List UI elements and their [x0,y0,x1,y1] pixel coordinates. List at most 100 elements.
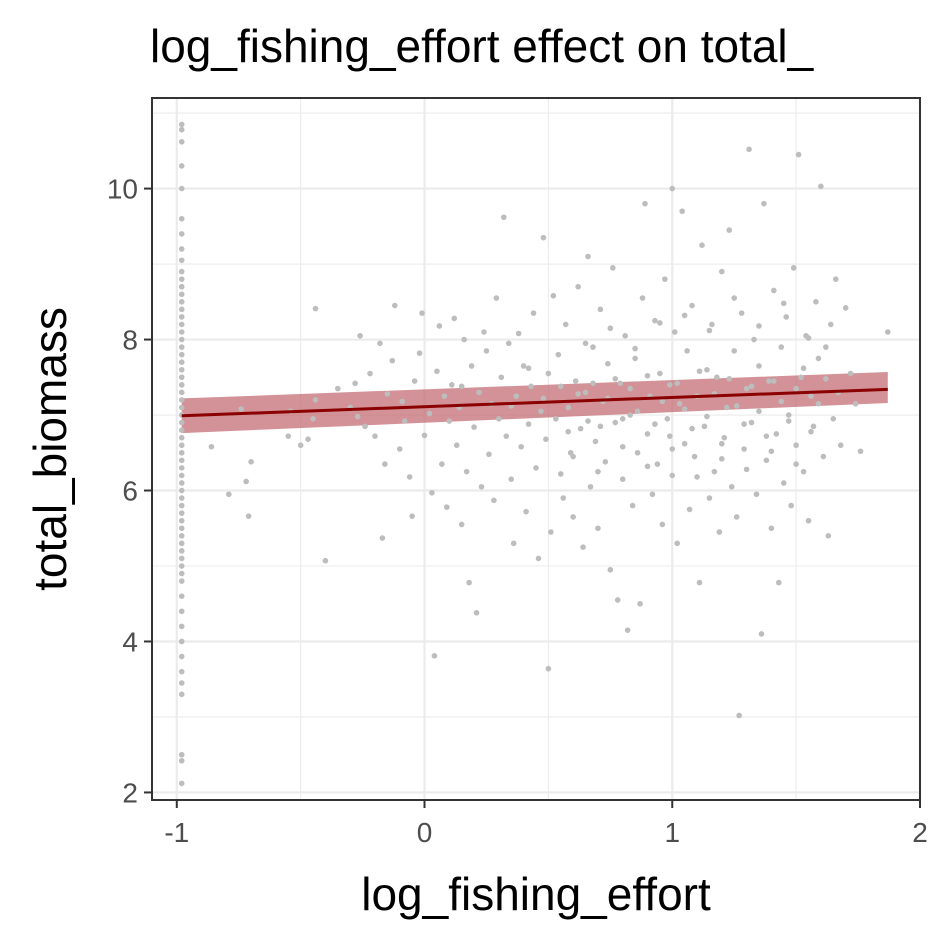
data-point [468,363,475,369]
data-point [533,465,539,471]
data-point [548,529,554,535]
data-point [483,348,490,354]
data-point [178,283,185,290]
data-point [357,332,363,339]
data-point [731,348,737,354]
data-point [352,380,358,387]
panel-border [151,97,921,801]
data-point [178,555,185,562]
data-point [666,433,673,439]
x-axis-label: log_fishing_effort [361,868,711,920]
data-point [711,468,718,475]
data-point [666,382,673,388]
data-point [659,521,666,528]
data-point [731,295,737,301]
data-point [441,393,448,399]
data-point [741,446,747,452]
data-point [582,389,589,396]
data-point [444,504,450,510]
data-point [178,404,185,411]
data-point [605,360,611,367]
data-point [743,385,750,392]
data-point [458,383,465,390]
data-point [178,472,185,479]
data-point [178,382,185,388]
data-point [644,372,651,379]
x-tick-label: 1 [664,817,680,848]
y-tick-label: 4 [122,626,138,657]
data-point [753,491,760,498]
fit-line-group [181,387,888,418]
data-point [409,513,415,519]
data-point [530,310,537,316]
data-point [709,321,715,328]
data-point [607,566,614,573]
data-point [689,425,695,432]
data-point [543,436,549,442]
data-point [520,363,527,369]
data-point [766,378,772,384]
data-point [538,408,544,415]
data-point [704,413,710,420]
data-point [674,540,681,547]
data-point [429,489,435,496]
data-point [401,418,408,424]
data-point [761,200,767,207]
x-tick-label: -1 [164,817,189,848]
data-point [391,302,398,309]
data-point [756,323,762,329]
data-point [491,497,497,504]
data-point [178,691,185,698]
y-axis-ticks: 2 4 6 8 10 [107,174,152,808]
data-point [657,320,663,326]
x-tick-label: 0 [417,817,433,848]
data-point [379,535,386,541]
data-point [431,653,438,659]
data-point [634,408,641,415]
data-point [597,423,604,430]
data-point [434,368,440,375]
data-point [178,593,185,599]
data-point [669,446,676,452]
points-group [178,121,891,787]
data-point [614,597,621,603]
data-point [178,329,185,335]
data-point [362,423,368,430]
data-point [664,416,671,422]
data-point [828,321,834,328]
data-point [785,418,792,424]
data-point [642,200,648,207]
data-point [590,344,596,350]
data-point [560,495,567,501]
data-point [795,151,802,158]
data-point [545,370,552,377]
data-point [297,442,304,449]
data-point [238,406,244,412]
data-point [694,474,700,480]
data-point [525,421,532,427]
data-point [681,312,688,319]
data-point [528,383,534,390]
data-point [778,344,785,350]
data-point [178,570,185,577]
data-point [775,579,782,586]
fit-line [181,387,888,418]
data-point [733,514,740,520]
data-point [421,432,428,439]
data-point [178,257,185,264]
data-point [178,510,185,516]
data-point [416,350,423,356]
data-point [617,380,624,387]
data-point [595,525,601,532]
y-tick-label: 10 [107,174,138,205]
data-point [790,265,797,271]
data-point [778,398,785,405]
data-point [644,463,651,470]
data-point [565,404,572,411]
data-point [178,757,185,764]
data-point [178,138,185,145]
data-point [178,397,185,403]
data-point [696,579,703,586]
data-point [178,163,185,169]
data-point [671,329,678,335]
